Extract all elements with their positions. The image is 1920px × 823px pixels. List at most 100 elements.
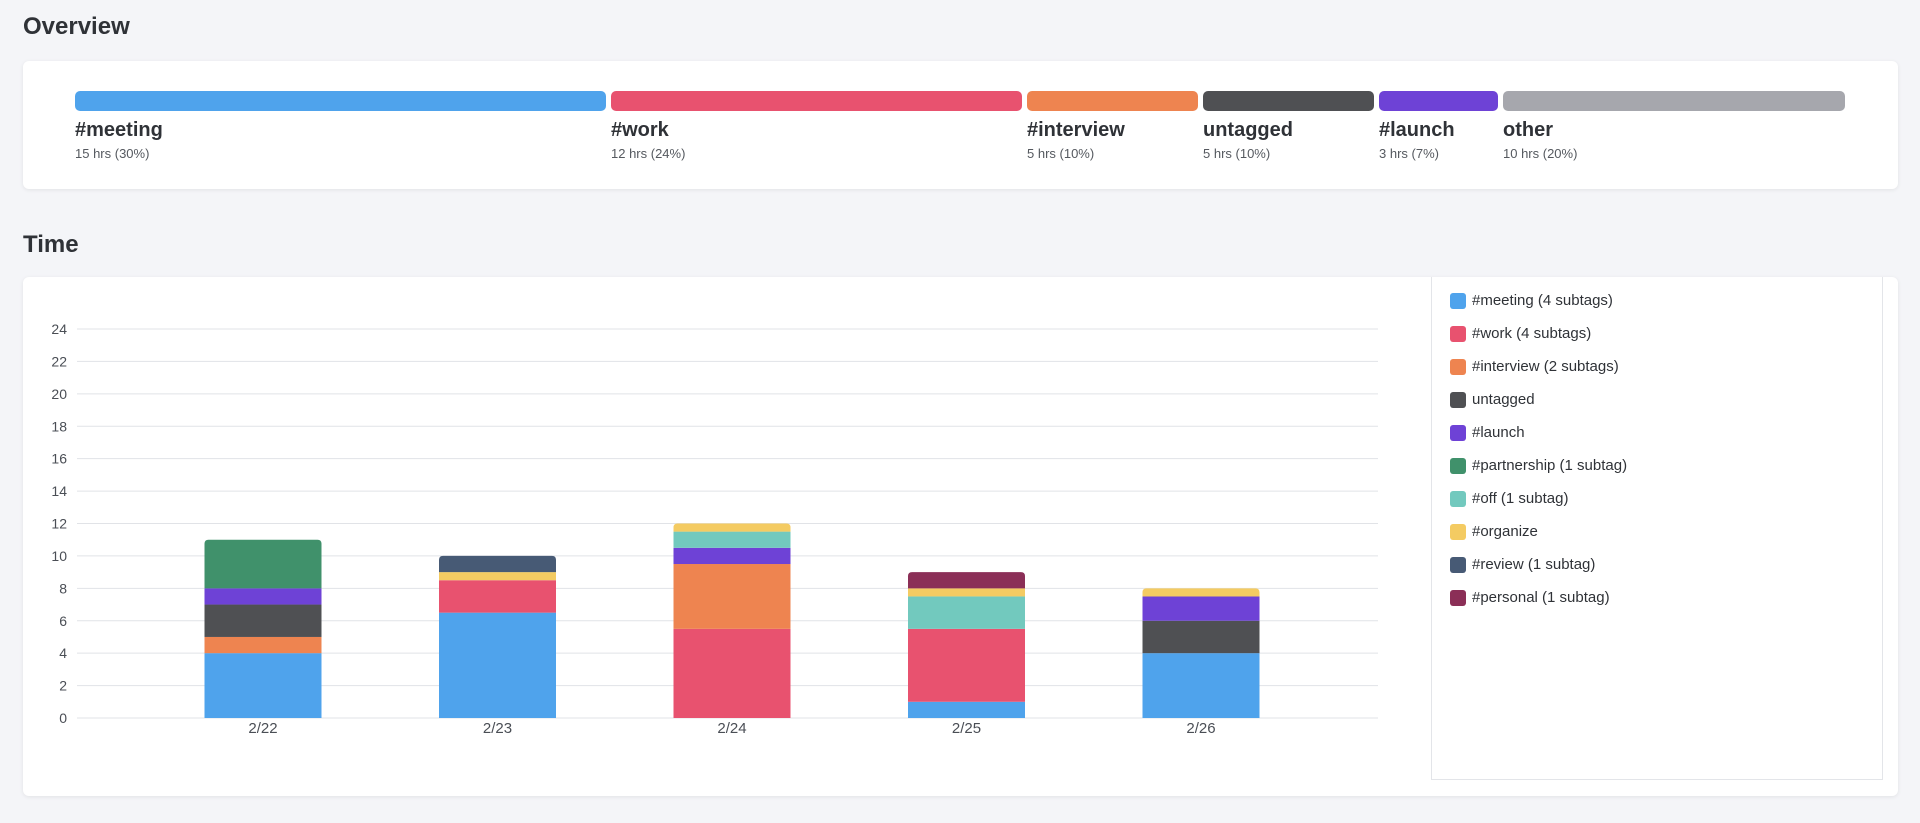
x-tick-label: 2/22 bbox=[248, 720, 277, 737]
legend-label: #meeting (4 subtags) bbox=[1472, 292, 1613, 309]
legend-swatch bbox=[1450, 424, 1466, 441]
y-tick-label: 14 bbox=[51, 483, 67, 499]
time-chart-area: 0 2 4 6 8 10 12 14 16 18 20 22 24 2/22 2/23 2/24 2/25 2/… bbox=[23, 277, 1431, 796]
legend-item-review[interactable]: #review (1 subtag) bbox=[1450, 556, 1595, 573]
bar-segment[interactable] bbox=[204, 604, 322, 637]
bar-segment[interactable] bbox=[439, 555, 556, 573]
overview-title: Overview bbox=[23, 13, 130, 40]
overview-bar-other[interactable] bbox=[1503, 91, 1845, 111]
legend-swatch bbox=[1450, 391, 1466, 408]
legend-item-personal[interactable]: #personal (1 subtag) bbox=[1450, 589, 1610, 606]
legend-item-partnership[interactable]: #partnership (1 subtag) bbox=[1450, 457, 1627, 474]
bar-segment[interactable] bbox=[439, 572, 556, 581]
legend-item-off[interactable]: #off (1 subtag) bbox=[1450, 490, 1568, 507]
legend-swatch bbox=[1450, 292, 1466, 309]
bar-segment[interactable] bbox=[908, 588, 1025, 597]
bar-segment[interactable] bbox=[1142, 653, 1260, 718]
legend-swatch bbox=[1450, 358, 1466, 375]
overview-label-interview: #interview bbox=[1027, 119, 1125, 141]
y-tick-label: 24 bbox=[51, 321, 67, 337]
y-tick-label: 10 bbox=[51, 548, 67, 564]
bar-segment[interactable] bbox=[1142, 588, 1260, 597]
overview-label-work: #work bbox=[611, 119, 669, 141]
legend-item-launch[interactable]: #launch bbox=[1450, 424, 1525, 441]
overview-segment-untagged[interactable]: untagged 5 hrs (10%) bbox=[1203, 91, 1374, 161]
overview-bar-meeting[interactable] bbox=[75, 91, 606, 111]
legend-item-meeting[interactable]: #meeting (4 subtags) bbox=[1450, 292, 1613, 309]
bar-segment[interactable] bbox=[673, 523, 791, 532]
legend-label: #work (4 subtags) bbox=[1472, 325, 1592, 342]
legend-swatch bbox=[1450, 523, 1466, 540]
chart-legend: #meeting (4 subtags) #work (4 subtags) #… bbox=[1431, 277, 1883, 780]
bar-segment[interactable] bbox=[439, 580, 556, 613]
legend-swatch bbox=[1450, 589, 1466, 606]
overview-detail-meeting: 15 hrs (30%) bbox=[75, 146, 150, 161]
overview-detail-untagged: 5 hrs (10%) bbox=[1203, 146, 1271, 161]
overview-label-launch: #launch bbox=[1379, 119, 1455, 141]
legend-item-organize[interactable]: #organize bbox=[1450, 523, 1538, 540]
x-tick-label: 2/26 bbox=[1186, 720, 1215, 737]
overview-detail-interview: 5 hrs (10%) bbox=[1027, 146, 1095, 161]
overview-detail-work: 12 hrs (24%) bbox=[611, 146, 686, 161]
legend-swatch bbox=[1450, 325, 1466, 342]
legend-label: #interview (2 subtags) bbox=[1472, 358, 1619, 375]
y-tick-label: 2 bbox=[59, 678, 67, 694]
legend-swatch bbox=[1450, 457, 1466, 474]
y-tick-label: 18 bbox=[51, 418, 67, 434]
bar-segment[interactable] bbox=[908, 572, 1025, 589]
x-axis-ticks: 2/22 2/23 2/24 2/25 2/26 bbox=[248, 720, 1215, 737]
overview-bar-work[interactable] bbox=[611, 91, 1022, 111]
overview-bar-launch[interactable] bbox=[1379, 91, 1498, 111]
overview-bar-untagged[interactable] bbox=[1203, 91, 1374, 111]
overview-segment-other[interactable]: other 10 hrs (20%) bbox=[1503, 91, 1845, 161]
bar-segment[interactable] bbox=[204, 539, 322, 589]
bar-segment[interactable] bbox=[1142, 596, 1260, 621]
y-tick-label: 4 bbox=[59, 645, 67, 661]
legend-label: #off (1 subtag) bbox=[1472, 490, 1569, 507]
legend-label: #launch bbox=[1472, 424, 1525, 441]
y-tick-label: 20 bbox=[51, 386, 67, 402]
bar-segment[interactable] bbox=[204, 636, 322, 654]
legend-label: #personal (1 subtag) bbox=[1472, 589, 1610, 606]
overview-detail-other: 10 hrs (20%) bbox=[1503, 146, 1578, 161]
y-tick-label: 16 bbox=[51, 451, 67, 467]
legend-item-work[interactable]: #work (4 subtags) bbox=[1450, 325, 1591, 342]
bar-segment[interactable] bbox=[204, 588, 322, 605]
legend-swatch bbox=[1450, 490, 1466, 507]
bar-segment[interactable] bbox=[673, 531, 791, 548]
bar-segment[interactable] bbox=[1142, 620, 1260, 654]
overview-segment-meeting[interactable]: #meeting 15 hrs (30%) bbox=[75, 91, 606, 161]
bar-segment[interactable] bbox=[439, 612, 556, 718]
legend-label: #partnership (1 subtag) bbox=[1472, 457, 1628, 474]
legend-item-interview[interactable]: #interview (2 subtags) bbox=[1450, 358, 1619, 375]
y-tick-label: 12 bbox=[51, 516, 67, 532]
x-tick-label: 2/24 bbox=[717, 720, 746, 737]
y-tick-label: 22 bbox=[51, 353, 67, 369]
overview-segment-work[interactable]: #work 12 hrs (24%) bbox=[611, 91, 1022, 161]
bar-segment[interactable] bbox=[204, 653, 322, 718]
bar-segment[interactable] bbox=[673, 628, 791, 718]
overview-segment-interview[interactable]: #interview 5 hrs (10%) bbox=[1027, 91, 1198, 161]
overview-label-untagged: untagged bbox=[1203, 119, 1293, 141]
legend-label: #review (1 subtag) bbox=[1472, 556, 1596, 573]
bars bbox=[204, 523, 1260, 718]
bar-segment[interactable] bbox=[908, 596, 1025, 629]
bar-segment[interactable] bbox=[673, 564, 791, 629]
time-card: 0 2 4 6 8 10 12 14 16 18 20 22 24 2/22 2/23 2/24 2/25 2/… bbox=[23, 277, 1898, 796]
overview-segment-launch[interactable]: #launch 3 hrs (7%) bbox=[1379, 91, 1498, 161]
bar-segment[interactable] bbox=[908, 628, 1025, 702]
bar-segment[interactable] bbox=[908, 701, 1025, 718]
overview-card: #meeting 15 hrs (30%) #work 12 hrs (24%)… bbox=[23, 61, 1898, 189]
bar-segment[interactable] bbox=[673, 547, 791, 565]
time-title: Time bbox=[23, 231, 79, 258]
legend-item-untagged[interactable]: untagged bbox=[1450, 391, 1535, 408]
x-tick-label: 2/23 bbox=[483, 720, 512, 737]
y-tick-label: 6 bbox=[59, 613, 67, 629]
overview-label-meeting: #meeting bbox=[75, 119, 163, 141]
overview-detail-launch: 3 hrs (7%) bbox=[1379, 146, 1439, 161]
legend-label: untagged bbox=[1472, 391, 1535, 408]
overview-bar-interview[interactable] bbox=[1027, 91, 1198, 111]
legend-label: #organize bbox=[1472, 523, 1538, 540]
